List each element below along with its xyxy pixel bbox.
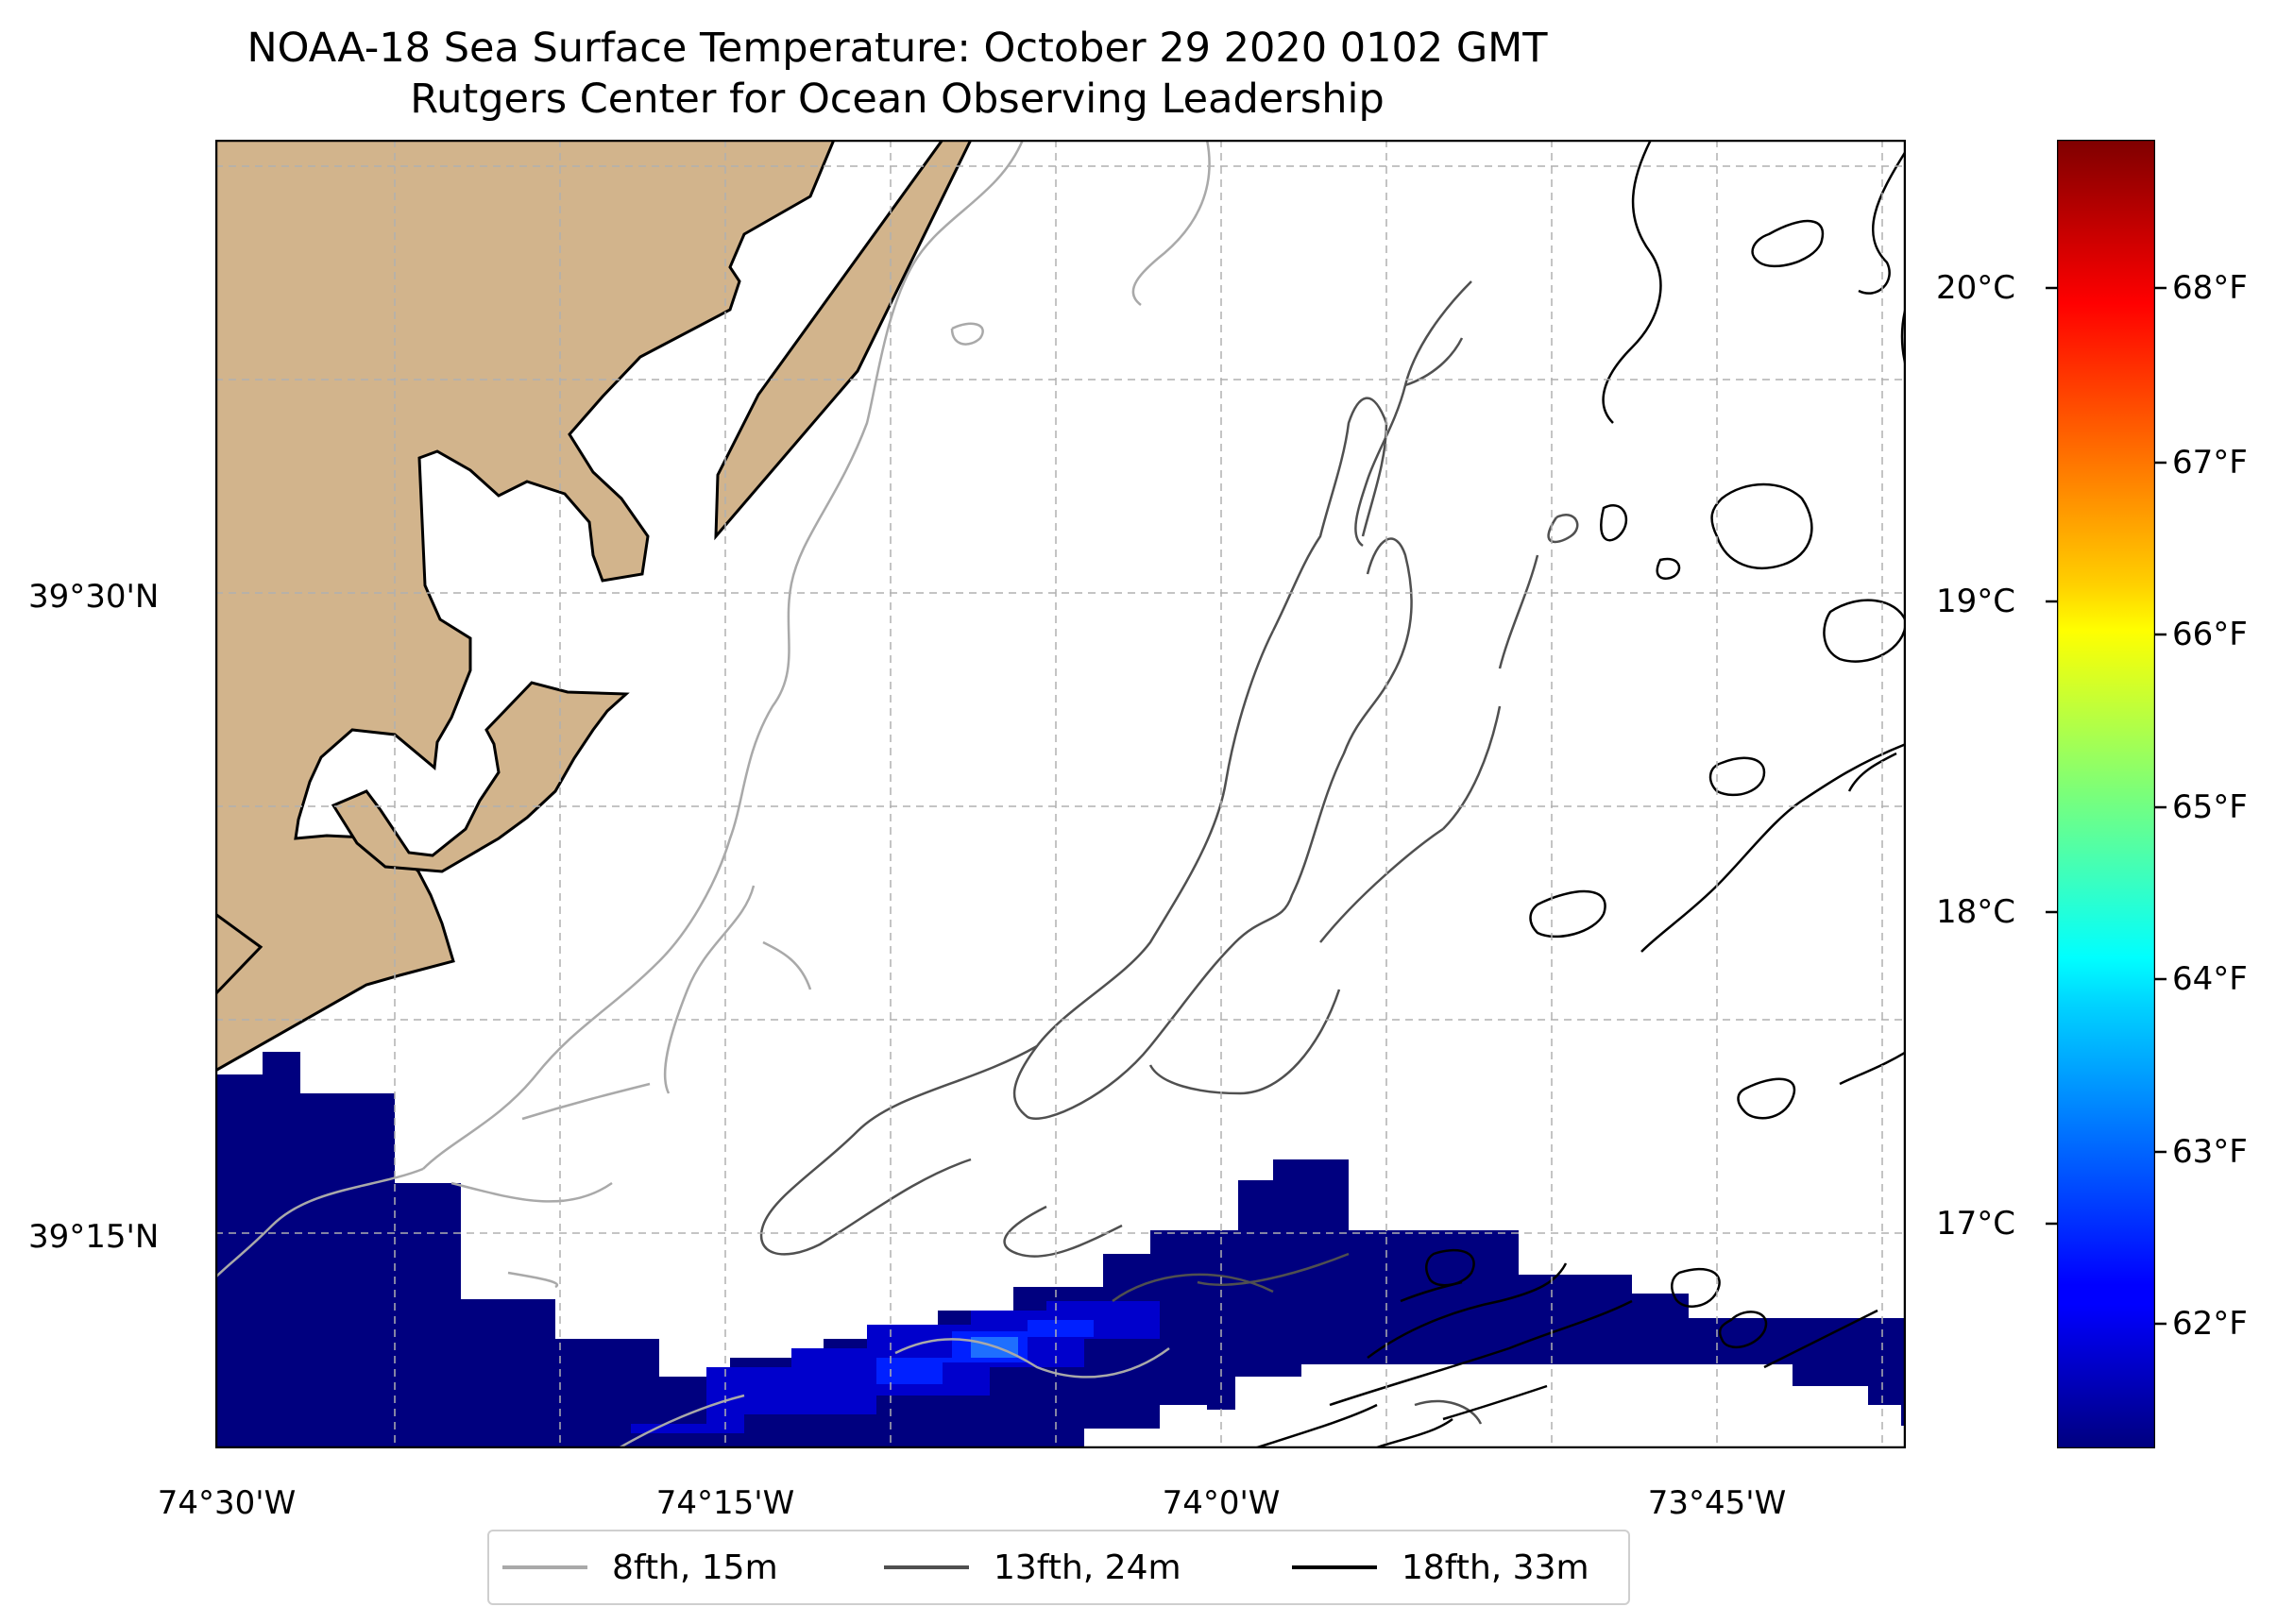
graticule [215, 140, 1906, 1448]
fahrenheit-tick-label: 66°F [2172, 616, 2248, 653]
sst-cold-region [215, 1052, 1906, 1448]
legend-label: 13fth, 24m [994, 1548, 1181, 1587]
lat-tick-label: 39°30'N [28, 578, 160, 616]
lon-tick-label: 74°15'W [655, 1484, 795, 1522]
chart-subtitle: Rutgers Center for Ocean Observing Leade… [410, 76, 1385, 123]
land-barrier-island [331, 681, 630, 873]
celsius-tick-label: 20°C [1936, 269, 2016, 307]
land-cape-may [215, 912, 263, 997]
lon-tick-label: 74°30'W [157, 1484, 297, 1522]
celsius-tick-label: 17°C [1936, 1205, 2016, 1243]
fahrenheit-tick-label: 65°F [2172, 788, 2248, 826]
lat-tick-label: 39°15'N [28, 1218, 160, 1256]
legend-line-8fth [502, 1565, 587, 1569]
fahrenheit-tick-label: 64°F [2172, 960, 2248, 998]
legend-label: 18fth, 33m [1402, 1548, 1589, 1587]
fahrenheit-tick-label: 63°F [2172, 1133, 2248, 1171]
isobath-18fth [1253, 140, 1906, 1448]
map-frame [215, 140, 1906, 1448]
celsius-tick-label: 19°C [1936, 583, 2016, 620]
legend-label: 8fth, 15m [612, 1548, 778, 1587]
celsius-tick-label: 18°C [1936, 893, 2016, 931]
fahrenheit-tick-label: 62°F [2172, 1305, 2248, 1343]
legend-line-18fth [1292, 1565, 1377, 1569]
legend-item-13fth: 13fth, 24m [884, 1531, 1181, 1603]
fahrenheit-tick-label: 67°F [2172, 444, 2248, 482]
sst-map [215, 140, 1906, 1448]
legend-line-13fth [884, 1565, 969, 1569]
contour-legend: 8fth, 15m 13fth, 24m 18fth, 33m [487, 1530, 1630, 1605]
fahrenheit-tick-label: 68°F [2172, 269, 2248, 307]
lon-tick-label: 73°45'W [1647, 1484, 1787, 1522]
isobath-8fth [215, 140, 1211, 1448]
land-layer [215, 140, 973, 1073]
legend-item-18fth: 18fth, 33m [1292, 1531, 1589, 1603]
legend-item-8fth: 8fth, 15m [502, 1531, 778, 1603]
lon-tick-label: 74°0'W [1162, 1484, 1281, 1522]
land-barrier-strip [714, 140, 973, 541]
colorbar [2057, 140, 2155, 1448]
chart-title: NOAA-18 Sea Surface Temperature: October… [246, 25, 1548, 72]
